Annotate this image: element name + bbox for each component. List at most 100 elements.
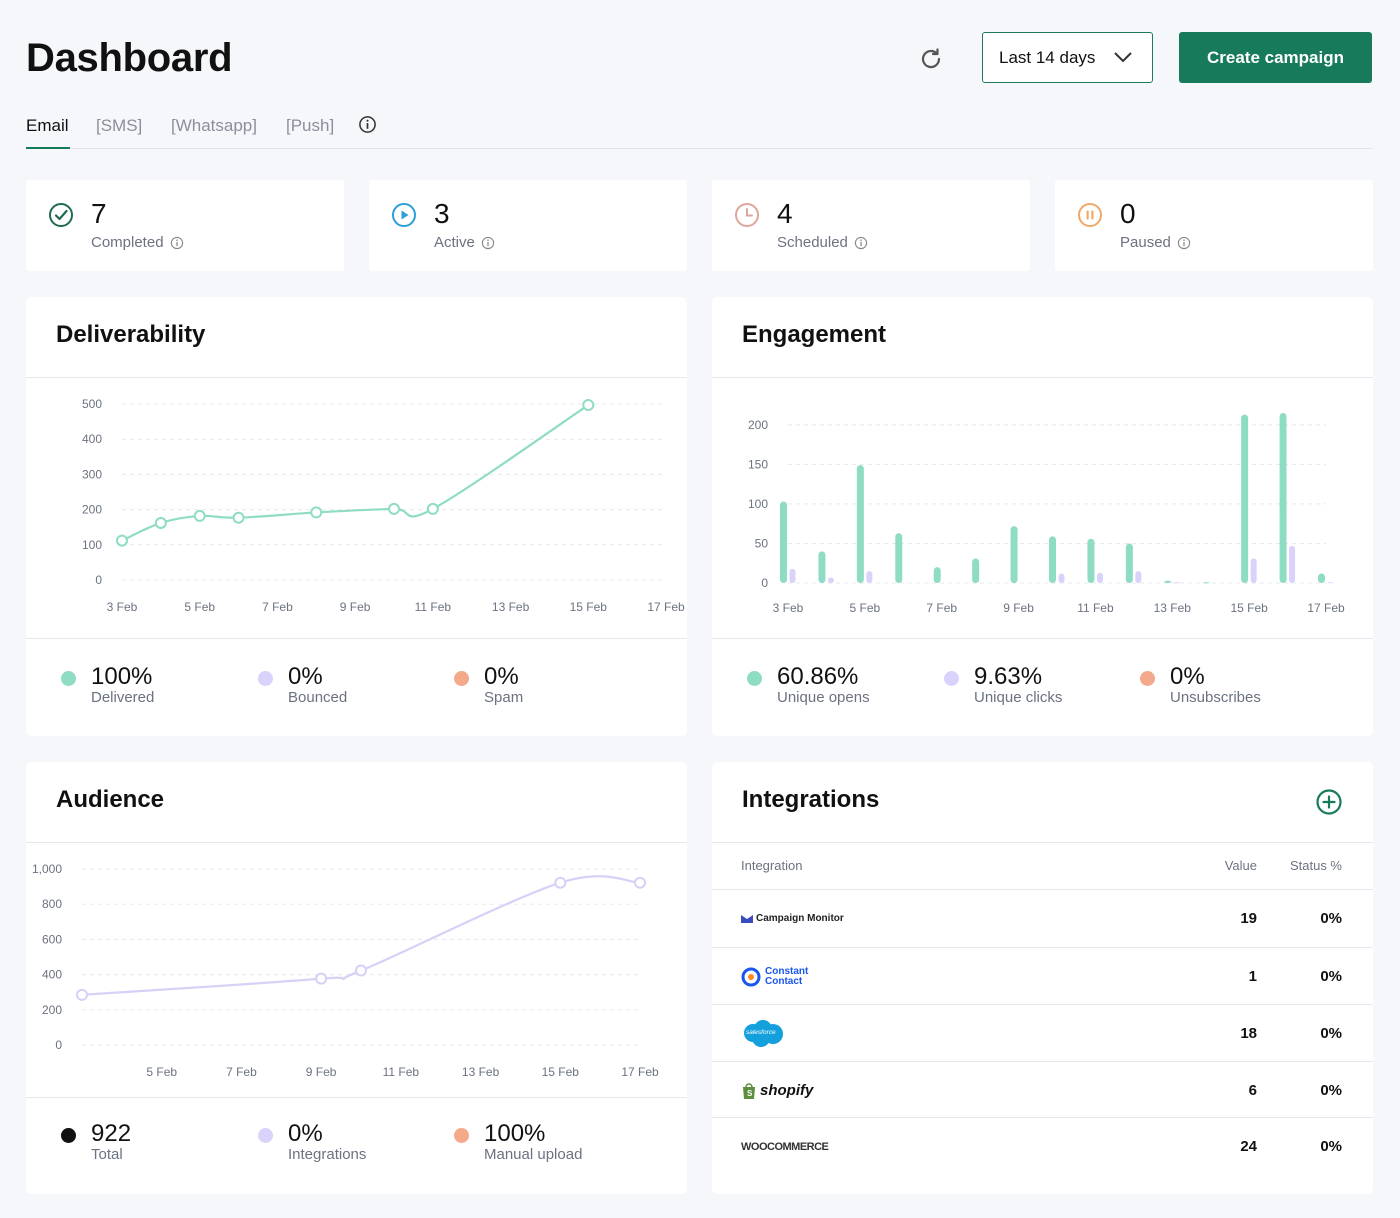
tab-email[interactable]: Email bbox=[26, 116, 69, 135]
metric-value: 9.63% bbox=[974, 663, 1043, 690]
table-row[interactable]: Constant Contact 1 0% bbox=[712, 947, 1373, 1004]
metric-label: Unsubscribes bbox=[1170, 689, 1261, 706]
x-tick-label: 17 Feb bbox=[647, 600, 685, 614]
bar bbox=[1202, 582, 1210, 584]
stat-label: Paused bbox=[1120, 234, 1171, 251]
info-icon[interactable] bbox=[854, 236, 868, 250]
integration-value: 6 bbox=[1248, 1082, 1257, 1099]
tab-push[interactable]: [Push] bbox=[286, 116, 335, 135]
legend-dot bbox=[61, 671, 76, 686]
y-tick-label: 200 bbox=[42, 1003, 62, 1017]
table-row[interactable]: Campaign Monitor 19 0% bbox=[712, 889, 1373, 946]
audience-panel: Audience 0 200 400 600 800 1,000 5 Feb 7 Feb 9 F… bbox=[26, 762, 687, 1194]
x-tick-label: 15 Feb bbox=[542, 1065, 580, 1079]
table-row[interactable]: WooCommerce 24 0% bbox=[712, 1117, 1373, 1174]
data-point bbox=[310, 506, 323, 519]
table-row[interactable]: salesforce 18 0% bbox=[712, 1004, 1373, 1061]
metric-label: Bounced bbox=[288, 689, 348, 706]
refresh-icon bbox=[921, 48, 941, 69]
legend-dot bbox=[258, 1128, 273, 1143]
x-tick-label: 9 Feb bbox=[340, 600, 371, 614]
panel-title: Audience bbox=[56, 786, 165, 813]
data-point bbox=[232, 511, 245, 524]
integration-status: 0% bbox=[1320, 910, 1342, 927]
integration-value: 18 bbox=[1240, 1025, 1257, 1042]
svg-text:S: S bbox=[747, 1089, 753, 1098]
data-point bbox=[634, 876, 646, 889]
bar bbox=[789, 568, 796, 583]
bar bbox=[1164, 580, 1172, 583]
metric-value: 100% bbox=[484, 1120, 546, 1147]
bar bbox=[1096, 572, 1103, 583]
panel-title: Integrations bbox=[742, 786, 880, 813]
data-point bbox=[582, 399, 595, 412]
refresh-button[interactable] bbox=[914, 42, 948, 76]
legend-dot bbox=[747, 671, 762, 686]
x-tick-label: 9 Feb bbox=[1003, 601, 1034, 615]
column-header-status: Status % bbox=[1289, 858, 1342, 873]
metric-value: 60.86% bbox=[777, 663, 859, 690]
metric-label: Delivered bbox=[91, 689, 155, 706]
stat-card-paused: 0 Paused bbox=[1055, 180, 1373, 271]
bar bbox=[933, 567, 941, 583]
create-campaign-button[interactable]: Create campaign bbox=[1179, 32, 1372, 83]
integrations-panel: Integrations Integration Value Status % … bbox=[712, 762, 1373, 1194]
x-tick-label: 3 Feb bbox=[773, 601, 804, 615]
info-icon[interactable] bbox=[481, 236, 495, 250]
audience-chart: 0 200 400 600 800 1,000 5 Feb 7 Feb 9 Feb 11 Feb 1… bbox=[32, 862, 659, 1079]
bar bbox=[1049, 536, 1056, 583]
salesforce-logo: salesforce bbox=[741, 1005, 785, 1062]
data-point bbox=[554, 876, 567, 889]
x-tick-label: 11 Feb bbox=[383, 1065, 420, 1079]
active-tab-indicator bbox=[26, 147, 70, 149]
bar bbox=[972, 558, 980, 583]
info-icon[interactable] bbox=[358, 115, 377, 134]
info-icon[interactable] bbox=[1177, 236, 1191, 250]
y-tick-label: 1,000 bbox=[32, 862, 62, 876]
metric-label: Spam bbox=[484, 689, 524, 706]
integration-value: 1 bbox=[1248, 968, 1257, 985]
tab-whatsapp[interactable]: [Whatsapp] bbox=[171, 116, 257, 135]
metric-value: 0% bbox=[1170, 663, 1205, 690]
x-tick-label: 9 Feb bbox=[306, 1065, 337, 1079]
stat-value: 7 bbox=[91, 198, 107, 229]
stat-value: 3 bbox=[434, 198, 450, 229]
y-tick-label: 400 bbox=[42, 968, 62, 982]
envelope-icon bbox=[741, 914, 753, 923]
campaign-monitor-logo: Campaign Monitor bbox=[741, 890, 844, 947]
bar bbox=[1058, 573, 1065, 583]
y-tick-label: 200 bbox=[82, 503, 102, 517]
tab-sms[interactable]: [SMS] bbox=[96, 116, 143, 135]
integration-value: 19 bbox=[1240, 910, 1257, 927]
legend-dot bbox=[1140, 671, 1155, 686]
table-row[interactable]: S shopify 6 0% bbox=[712, 1061, 1373, 1118]
date-range-select[interactable]: Last 14 days bbox=[982, 32, 1153, 83]
y-tick-label: 150 bbox=[748, 457, 768, 471]
y-tick-label: 800 bbox=[42, 897, 62, 911]
bar bbox=[866, 571, 873, 583]
x-tick-label: 13 Feb bbox=[492, 600, 530, 614]
legend-dot bbox=[61, 1128, 76, 1143]
bar bbox=[1087, 538, 1095, 583]
bar bbox=[895, 533, 903, 583]
deliverability-panel: Deliverability 0 100 200 300 400 500 3 Feb 5 Fe… bbox=[26, 297, 687, 736]
bar bbox=[1289, 545, 1296, 583]
stat-card-active: 3 Active bbox=[369, 180, 687, 271]
metric-value: 0% bbox=[288, 1120, 323, 1147]
data-point bbox=[193, 509, 206, 522]
y-tick-label: 300 bbox=[82, 467, 102, 481]
info-icon[interactable] bbox=[170, 236, 184, 250]
bar bbox=[827, 577, 834, 583]
date-range-value: Last 14 days bbox=[999, 47, 1096, 67]
y-tick-label: 500 bbox=[82, 397, 102, 411]
check-circle-icon bbox=[49, 203, 73, 227]
data-point bbox=[76, 988, 88, 1001]
engagement-panel: Engagement 0 50 100 150 200 3 Feb 5 Feb 7 Feb 9 … bbox=[712, 297, 1373, 736]
play-circle-icon bbox=[392, 203, 416, 227]
y-tick-label: 0 bbox=[761, 576, 768, 590]
x-tick-label: 15 Feb bbox=[570, 600, 608, 614]
add-integration-icon[interactable] bbox=[1315, 788, 1343, 816]
bar bbox=[1327, 582, 1334, 584]
x-tick-label: 11 Feb bbox=[1077, 601, 1114, 615]
legend-dot bbox=[454, 1128, 469, 1143]
